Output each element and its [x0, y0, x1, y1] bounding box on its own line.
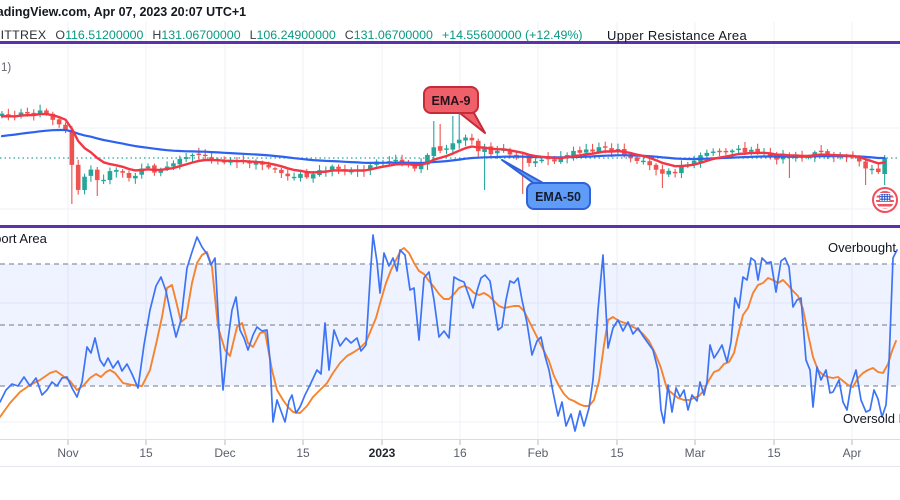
ema50-callout-bubble [526, 182, 591, 210]
axis-tick-15[interactable]: 15 [610, 446, 624, 460]
ohlc-values: O116.51200000 H131.06700000 L106.24900000 C… [55, 28, 433, 42]
axis-tick-15[interactable]: 15 [139, 446, 153, 460]
axis-tick-2023[interactable]: 2023 [368, 446, 396, 460]
time-axis[interactable]: Nov 15 Dec 15 2023 16 Feb 15 Mar 15 Apr [0, 446, 900, 464]
support-line[interactable] [0, 225, 900, 228]
axis-tick-Dec[interactable]: Dec [214, 446, 236, 460]
oversold-label: Oversold Region [843, 411, 900, 426]
axis-tick-16[interactable]: 16 [453, 446, 467, 460]
ohlc-H: H131.06700000 [152, 28, 241, 42]
upper-resistance-line[interactable] [0, 41, 900, 44]
axis-tick-15[interactable]: 15 [296, 446, 310, 460]
watermark: TradingView.com, Apr 07, 2023 20:07 UTC+… [0, 5, 246, 19]
indicator-legend-remnant: 1) [1, 62, 12, 74]
ema50-callout[interactable]: EMA-50 [501, 159, 591, 210]
axis-tick-Nov[interactable]: Nov [57, 446, 79, 460]
support-area-label: Support Area [0, 231, 47, 246]
ohlc-O: O116.51200000 [55, 28, 144, 42]
flag-logo [872, 187, 898, 213]
ema9-callout-bubble [423, 86, 479, 114]
axis-tick-Mar[interactable]: Mar [684, 446, 706, 460]
axis-tick-Feb[interactable]: Feb [527, 446, 549, 460]
ohlc-legend[interactable]: BITTREX O116.51200000 H131.06700000 L106.2… [0, 28, 583, 42]
axis-tick-15[interactable]: 15 [767, 446, 781, 460]
ema9-callout[interactable]: EMA-9 [423, 86, 486, 134]
ohlc-L: L106.24900000 [249, 28, 336, 42]
ohlc-C: C131.06700000 [344, 28, 433, 42]
ema9-callout-label: EMA-9 [432, 94, 471, 108]
ema50-callout-label: EMA-50 [535, 190, 581, 204]
ema-callout-layer: EMA-9 EMA-50 [423, 86, 591, 210]
symbol-name: BITTREX [0, 28, 47, 42]
stochastic-panel-chart[interactable] [0, 230, 900, 440]
flag-stripes [876, 191, 894, 209]
watermark-text: TradingView.com, Apr 07, 2023 20:07 UTC+… [0, 5, 247, 19]
axis-tick-Apr[interactable]: Apr [842, 446, 862, 460]
change-value: +14.55600000 (+12.49%) [441, 28, 583, 42]
upper-resistance-label: Upper Resistance Area [607, 28, 747, 43]
price-panel-chart[interactable] [0, 44, 900, 226]
overbought-label: Overbought [828, 240, 896, 255]
flag-canton [879, 194, 891, 201]
